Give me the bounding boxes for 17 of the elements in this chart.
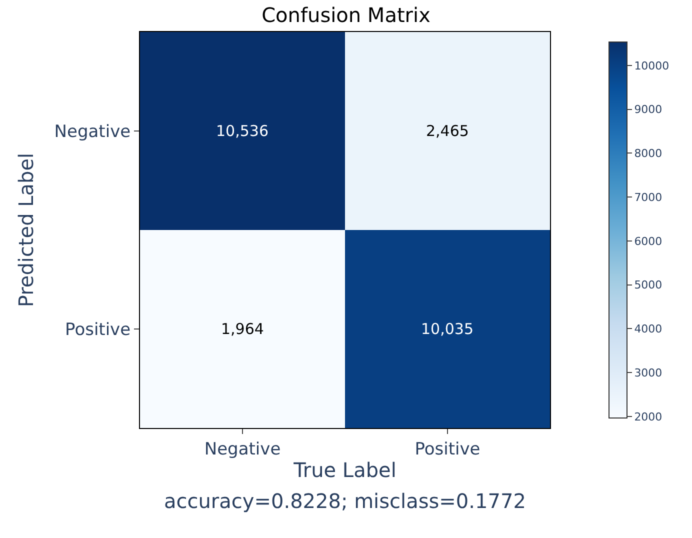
color-bar-label: 8000 xyxy=(634,147,662,160)
data-label: 2,465 xyxy=(426,122,469,140)
color-bar-label: 4000 xyxy=(634,322,662,336)
data-label: 10,536 xyxy=(216,122,268,140)
color-bar-label: 7000 xyxy=(634,190,662,204)
color-bar-label: 10000 xyxy=(634,59,670,72)
color-bar-label: 2000 xyxy=(634,410,662,424)
x-axis-title: True Label xyxy=(292,458,396,482)
chart-title: Confusion Matrix xyxy=(262,3,431,28)
data-label: 1,964 xyxy=(221,320,264,338)
text: accuracy=0.8228; misclass=0.1772 xyxy=(164,489,526,513)
color-bar-label: 6000 xyxy=(634,234,662,248)
color-bar-label: 9000 xyxy=(634,103,662,116)
y-axis-title: Predicted Label xyxy=(14,152,38,308)
color-bar-label: 3000 xyxy=(634,366,662,380)
color-bar-label: 5000 xyxy=(634,278,662,292)
data-label: 10,035 xyxy=(421,320,474,338)
